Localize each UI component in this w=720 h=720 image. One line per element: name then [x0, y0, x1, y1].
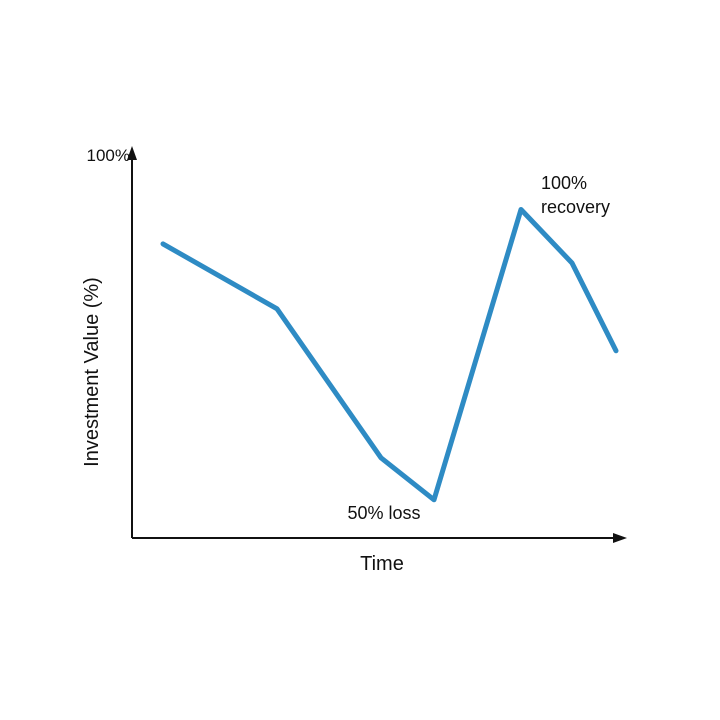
y-tick-label-max: 100%: [87, 146, 130, 165]
recovery-annotation-line-1: 100%: [541, 173, 587, 193]
y-axis-title: Investment Value (%): [81, 277, 103, 467]
x-axis-title: Time: [360, 553, 404, 575]
investment-value-line: [160, 207, 619, 503]
loss-annotation: 50% loss: [347, 503, 420, 523]
x-axis-arrow: [613, 533, 627, 543]
recovery-annotation: 100% recovery: [541, 173, 610, 217]
y-axis-arrow: [127, 146, 137, 160]
recovery-annotation-line-2: recovery: [541, 197, 610, 217]
